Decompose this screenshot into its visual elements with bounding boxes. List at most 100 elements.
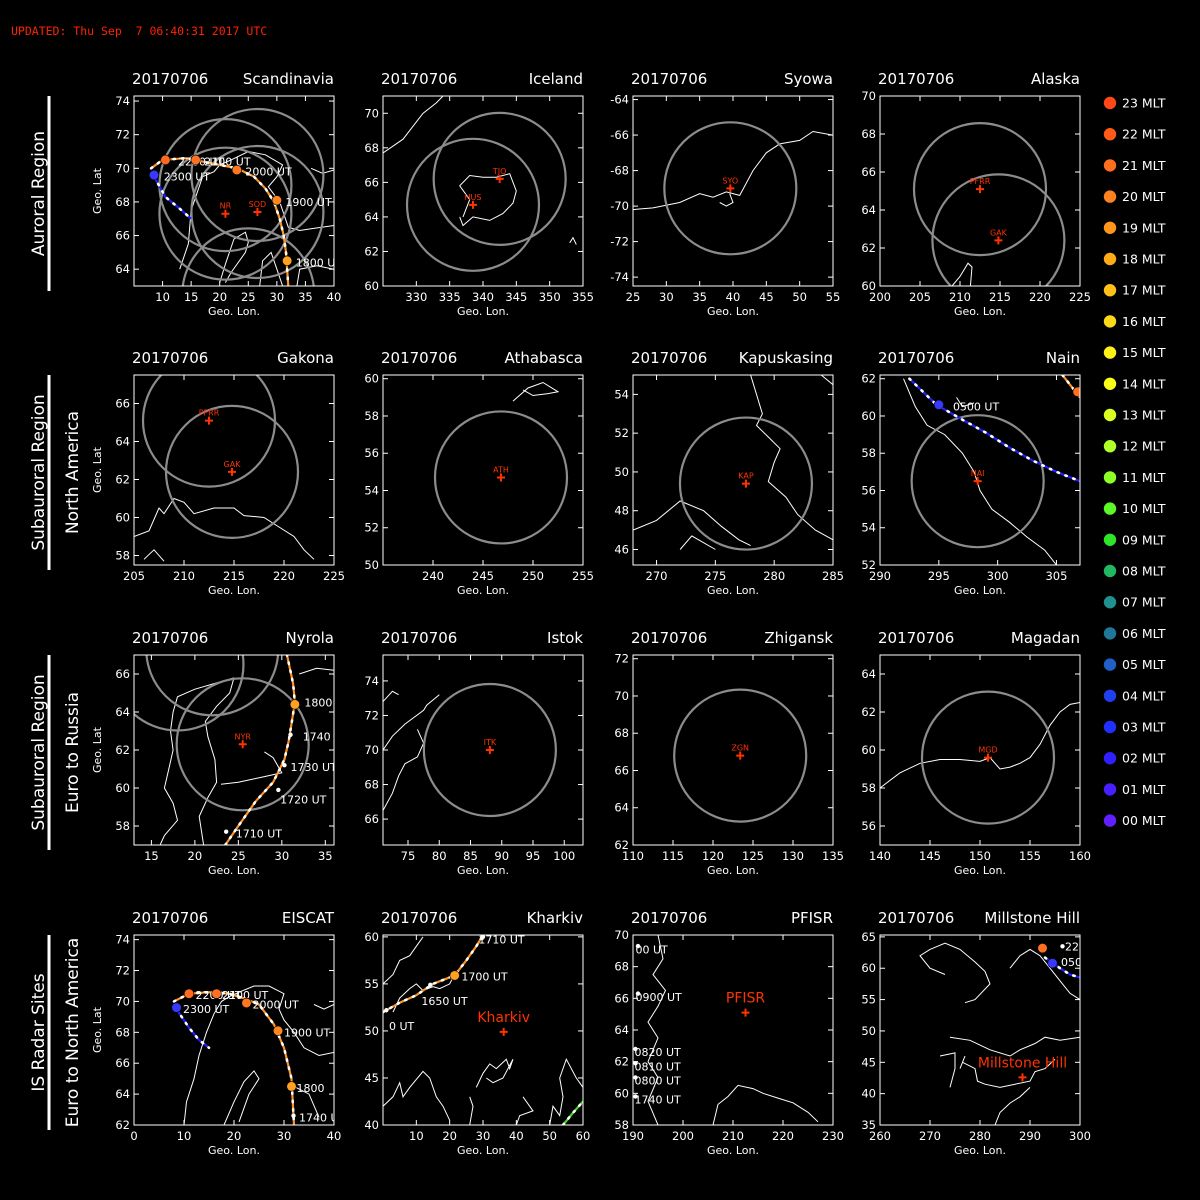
y-tick-label: 68 xyxy=(115,195,130,209)
y-tick-label: 54 xyxy=(861,521,876,535)
y-tick-label: 50 xyxy=(364,558,379,572)
time-label: 1700 UT xyxy=(461,970,508,983)
row-labels: Auroral Region Subauroral Region North Ame… xyxy=(29,96,83,1130)
y-tick-label: 64 xyxy=(861,667,876,681)
y-tick-label: 70 xyxy=(861,89,876,103)
y-tick-label: 70 xyxy=(614,689,629,703)
site-marker xyxy=(973,477,982,486)
panel-name: Zhigansk xyxy=(764,629,833,647)
coastline xyxy=(299,667,334,675)
y-tick-label: 64 xyxy=(115,705,130,719)
x-tick-label: 10 xyxy=(155,290,170,304)
track-point xyxy=(635,991,641,996)
legend-label: 22 MLT xyxy=(1122,127,1166,142)
y-tick-label: 60 xyxy=(364,930,379,944)
x-tick-label: 25 xyxy=(241,290,256,304)
legend-swatch xyxy=(1103,814,1117,827)
time-label: 1650 UT xyxy=(421,995,468,1008)
y-tick-label: 74 xyxy=(364,674,379,688)
time-label: 00 UT xyxy=(636,943,669,956)
time-label: 1740 UT xyxy=(635,1094,682,1107)
panel-date: 20170706 xyxy=(381,349,457,367)
panel-date: 20170706 xyxy=(878,629,954,647)
panel-name: Gakona xyxy=(277,349,334,367)
time-label: 1740 UT xyxy=(303,731,350,744)
x-tick-label: 10 xyxy=(409,1129,424,1143)
x-tick-label: 50 xyxy=(792,290,807,304)
panel-date: 20170706 xyxy=(631,70,707,88)
site-marker xyxy=(485,746,494,754)
y-tick-label: 70 xyxy=(614,928,629,942)
legend-label: 06 MLT xyxy=(1122,626,1166,641)
y-tick-label: 72 xyxy=(115,964,130,978)
x-tick-label: 60 xyxy=(576,1129,591,1143)
x-tick-label: 20 xyxy=(442,1129,457,1143)
time-label: 0500 xyxy=(1061,956,1089,969)
y-tick-label: -70 xyxy=(610,199,629,213)
panel-magadan: 20170706 Magadan MGD 140 145 150 155 160 56 58 60 6… xyxy=(861,629,1091,877)
x-tick-label: 330 xyxy=(405,290,427,304)
panel-kharkiv: 20170706 Kharkiv Kharkiv 1700 UT 1710 UT 1650… xyxy=(364,909,590,1157)
plot-area: PFRR GAK xyxy=(134,375,315,562)
x-tick-label: 25 xyxy=(231,849,246,863)
x-tick-label: 115 xyxy=(662,849,684,863)
x-tick-label: 20 xyxy=(188,849,203,863)
y-tick-label: 62 xyxy=(614,838,629,852)
site-label: NAI xyxy=(971,469,985,478)
plot-area: NAI 0500 UT xyxy=(903,375,1080,565)
legend-item-21: 21 MLT xyxy=(1103,158,1166,173)
x-tick-label: 200 xyxy=(869,290,891,304)
track-point xyxy=(288,732,293,737)
legend-swatch xyxy=(1103,284,1117,297)
site-marker xyxy=(221,209,230,218)
panel-syowa: 20170706 Syowa SYO 25 30 35 40 45 50 55 -74 -72 -70 -… xyxy=(610,70,840,318)
plot-frame xyxy=(632,654,834,846)
x-tick-label: 30 xyxy=(476,1129,491,1143)
coastline xyxy=(679,535,716,550)
track-point xyxy=(289,699,300,710)
coastline xyxy=(459,173,517,227)
legend-label: 05 MLT xyxy=(1122,657,1166,672)
x-axis-title: Geo. Lon. xyxy=(457,305,509,318)
site-label: SYO xyxy=(722,176,738,185)
panel-date: 20170706 xyxy=(132,629,208,647)
x-tick-label: 20 xyxy=(227,1129,242,1143)
plot-area: KAP xyxy=(633,375,833,551)
panel-iceland: 20170706 Iceland TJO HUS 330 335 340 345 350 355 6… xyxy=(364,70,594,318)
track-point xyxy=(449,970,460,981)
x-tick-label: 290 xyxy=(1019,1129,1041,1143)
coastline xyxy=(956,397,975,408)
legend-item-23: 23 MLT xyxy=(1103,96,1166,111)
coastline xyxy=(719,193,734,207)
y-tick-label: 66 xyxy=(861,165,876,179)
time-label: 1900 UT xyxy=(285,196,332,209)
fov-circle xyxy=(190,107,325,243)
panel-name: PFISR xyxy=(791,909,833,927)
x-tick-label: 355 xyxy=(572,290,594,304)
track-point xyxy=(190,154,201,165)
row-label-1: Subauroral Region North America xyxy=(29,375,83,570)
time-label: 1800 UT xyxy=(296,256,343,269)
legend-item-01: 01 MLT xyxy=(1103,782,1166,797)
y-tick-label: 68 xyxy=(614,726,629,740)
coastline xyxy=(475,1058,514,1088)
panel-date: 20170706 xyxy=(631,909,707,927)
site-marker xyxy=(741,1008,750,1017)
legend-item-08: 08 MLT xyxy=(1103,564,1166,579)
track-point xyxy=(286,1081,297,1092)
y-tick-label: 72 xyxy=(614,652,629,666)
y-axis-title: Geo. Lat xyxy=(91,167,104,214)
panel-name: Magadan xyxy=(1011,629,1080,647)
site-label: HUS xyxy=(465,193,482,202)
fov-circle xyxy=(433,410,569,545)
track-point xyxy=(272,1025,284,1036)
plot-area: SYO xyxy=(633,121,833,256)
x-tick-label: 275 xyxy=(704,569,726,583)
x-tick-label: 30 xyxy=(659,290,674,304)
coastline xyxy=(383,690,399,702)
legend-item-19: 19 MLT xyxy=(1103,220,1166,235)
site-marker xyxy=(228,467,236,476)
y-tick-label: 48 xyxy=(614,504,629,518)
track-point xyxy=(384,1008,389,1013)
